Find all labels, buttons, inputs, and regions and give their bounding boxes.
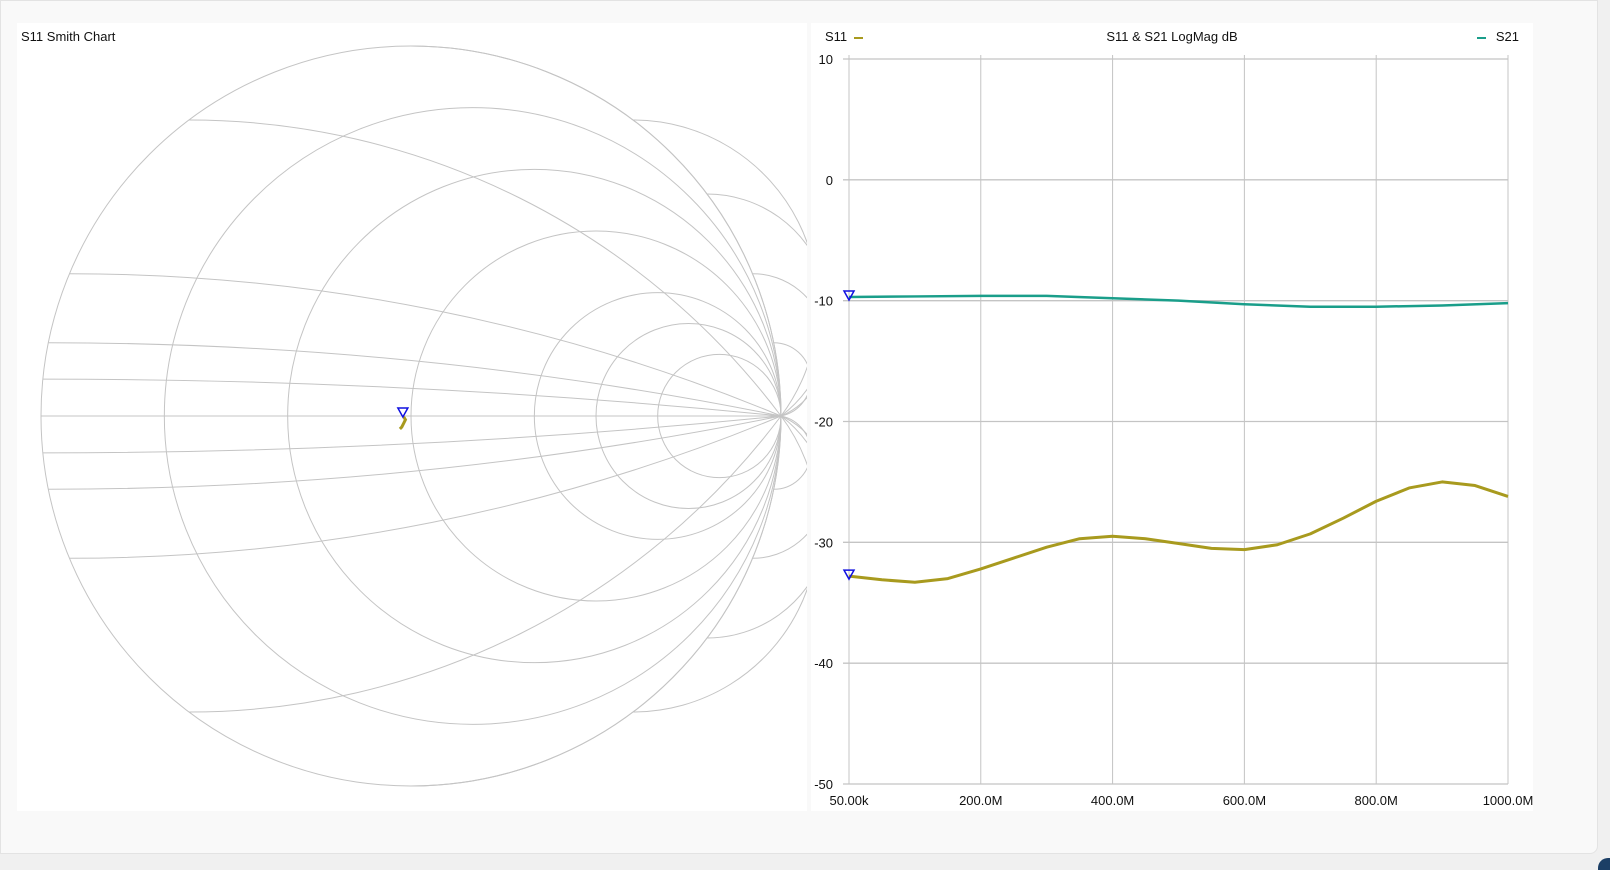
legend-s21-label: S21 (1495, 29, 1519, 44)
smith-chart (40, 45, 807, 787)
legend-s21-swatch (1477, 36, 1487, 39)
reactance-arc (48, 342, 782, 417)
s11-smith-marker (396, 407, 410, 419)
smith-grid (40, 45, 807, 787)
y-tick-label: -40 (814, 656, 833, 671)
reactance-arc (188, 415, 782, 713)
legend-s21: S21 (1477, 29, 1519, 44)
trace-s21 (848, 294, 1509, 308)
x-tick-label: 200.0M (959, 793, 1002, 808)
window-corner (1598, 858, 1610, 870)
x-tick-label: 400.0M (1091, 793, 1134, 808)
x-tick-label: 600.0M (1223, 793, 1266, 808)
reactance-arc (632, 119, 807, 417)
reactance-arc (773, 415, 807, 490)
reactance-arc (188, 119, 782, 417)
legend-s11-label: S11 (825, 29, 848, 44)
legend-s11-swatch (853, 36, 863, 39)
y-tick-label: -10 (814, 294, 833, 309)
y-tick-label: -30 (814, 535, 833, 550)
reactance-arc (632, 415, 807, 713)
s11-smith-trace (398, 415, 408, 431)
reactance-arc (773, 342, 807, 417)
y-tick-label: 10 (819, 52, 833, 67)
reactance-arc (410, 45, 782, 417)
reactance-arc (48, 415, 782, 490)
smith-chart-title: S11 Smith Chart (21, 29, 116, 44)
x-tick-label: 50.00k (829, 793, 869, 808)
y-tick-label: -50 (814, 777, 833, 792)
logmag-chart-title: S11 & S21 LogMag dB (1106, 29, 1238, 44)
reactance-arc (42, 378, 782, 417)
legend-s11: S11 (825, 29, 863, 44)
reactance-arc (706, 193, 807, 417)
reactance-arc (410, 415, 782, 787)
marker-s21 (842, 290, 856, 302)
y-tick-label: -20 (814, 415, 833, 430)
logmag-chart-panel: S11 S11 & S21 LogMag dB S21 10 0 -10 -20 -30… (811, 23, 1533, 811)
y-tick-label: 0 (826, 173, 833, 188)
smith-chart-panel: S11 Smith Chart (17, 23, 807, 811)
trace-s11 (848, 480, 1509, 584)
marker-s11 (842, 569, 856, 581)
x-tick-label: 800.0M (1355, 793, 1398, 808)
app-window: S11 Smith Chart S11 S11 & S21 LogMag dB … (0, 0, 1598, 854)
x-tick-label: 1000.0M (1483, 793, 1533, 808)
reactance-arc (706, 415, 807, 639)
reactance-arc (42, 415, 782, 454)
reactance-arc (69, 415, 782, 559)
reactance-arc (69, 273, 782, 417)
